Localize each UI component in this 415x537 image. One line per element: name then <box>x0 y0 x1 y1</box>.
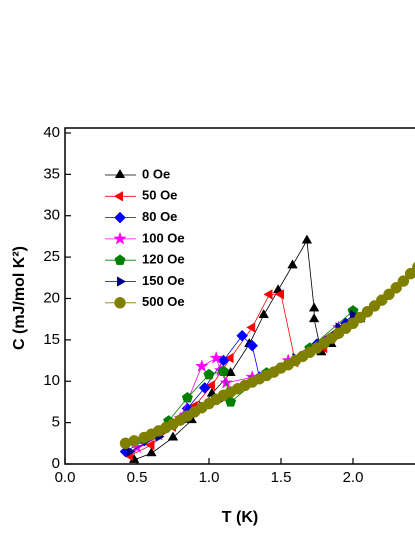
y-tick-label: 15 <box>43 331 60 348</box>
y-tick-label: 30 <box>43 207 60 224</box>
marker <box>236 329 248 342</box>
marker <box>301 234 313 244</box>
marker <box>350 309 360 321</box>
marker <box>126 446 136 457</box>
marker <box>114 297 126 309</box>
series-line <box>133 239 361 461</box>
marker <box>167 431 179 441</box>
marker <box>274 289 284 300</box>
y-tick-label: 20 <box>43 289 60 306</box>
x-tick-label: 1.5 <box>271 469 292 486</box>
marker <box>145 439 155 451</box>
plot-area <box>119 234 415 463</box>
x-tick-label: 1.0 <box>199 469 220 486</box>
marker <box>117 276 126 287</box>
x-tick-label: 0.5 <box>127 469 148 486</box>
marker <box>217 365 229 377</box>
marker <box>181 391 193 403</box>
marker <box>263 289 273 300</box>
marker <box>246 322 256 333</box>
marker <box>114 168 126 178</box>
marker <box>397 275 410 287</box>
y-tick-label: 25 <box>43 248 60 265</box>
marker <box>412 262 415 273</box>
marker <box>146 447 157 457</box>
marker <box>224 352 234 364</box>
x-tick-label: 2.0 <box>343 469 364 486</box>
marker <box>205 380 215 391</box>
marker <box>203 368 215 380</box>
y-axis-label: C (mJ/mol K²) <box>11 246 28 350</box>
marker <box>390 281 402 294</box>
legend-label: 0 Oe <box>142 166 170 181</box>
y-tick-label: 40 <box>43 124 60 141</box>
marker <box>198 382 211 394</box>
marker <box>209 350 223 364</box>
legend-label: 120 Oe <box>142 252 185 267</box>
x-axis-label: T (K) <box>222 509 258 526</box>
marker <box>404 267 415 280</box>
legend-label: 50 Oe <box>142 188 177 203</box>
marker <box>113 231 127 245</box>
plot-frame <box>64 127 415 465</box>
y-tick-label: 5 <box>52 414 60 431</box>
marker <box>128 435 140 447</box>
legend-label: 500 Oe <box>142 294 185 309</box>
y-tick-label: 35 <box>43 165 60 182</box>
marker <box>383 288 395 301</box>
legend-label: 100 Oe <box>142 230 185 245</box>
marker <box>246 339 259 352</box>
marker <box>287 259 298 269</box>
marker <box>308 313 320 323</box>
legend-label: 80 Oe <box>142 209 177 224</box>
marker <box>113 191 123 202</box>
legend-label: 150 Oe <box>142 273 185 288</box>
y-tick-label: 0 <box>52 455 60 472</box>
marker <box>114 211 126 224</box>
marker <box>308 302 320 312</box>
x-tick-label: 0.0 <box>55 469 76 486</box>
marker <box>258 309 269 319</box>
y-tick-label: 10 <box>43 372 60 389</box>
marker <box>195 359 209 373</box>
marker <box>114 254 126 265</box>
